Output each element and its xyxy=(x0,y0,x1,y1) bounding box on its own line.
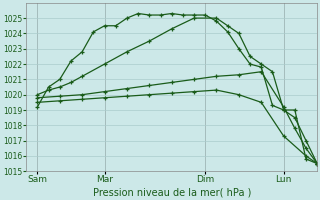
X-axis label: Pression niveau de la mer( hPa ): Pression niveau de la mer( hPa ) xyxy=(92,187,251,197)
